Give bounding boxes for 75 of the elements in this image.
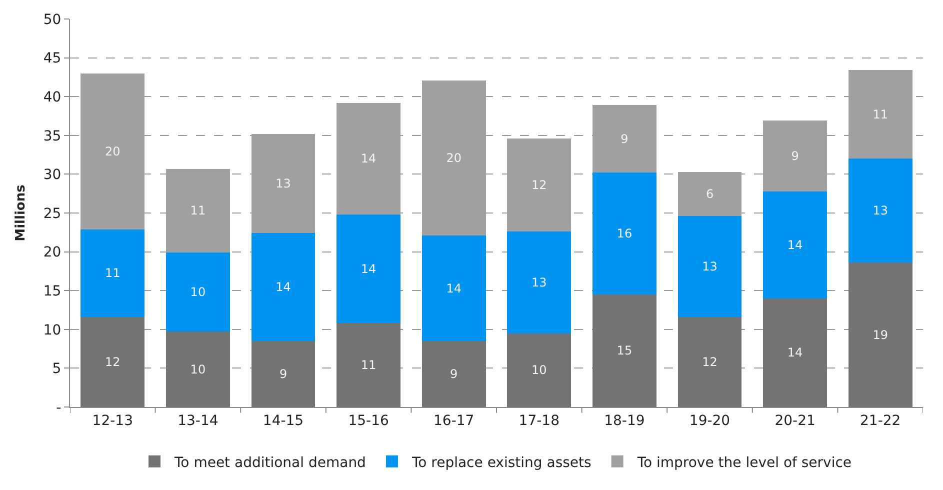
data-label: 13 (872, 204, 888, 218)
bar (251, 233, 316, 342)
data-label: 20 (446, 150, 462, 165)
data-label: 11 (190, 204, 206, 218)
bar (80, 229, 145, 317)
x-tick-label: 20-21 (774, 412, 816, 429)
data-label: 10 (190, 362, 206, 376)
x-tick-label: 12-13 (92, 412, 133, 429)
data-label: 13 (532, 275, 547, 290)
bar (507, 333, 572, 407)
bar (592, 294, 656, 407)
y-tick-label: 20 (43, 244, 62, 261)
legend-label: To meet additional demand (174, 454, 366, 471)
data-label: 9 (791, 148, 799, 163)
bar (336, 323, 401, 407)
y-tick-label: 35 (43, 128, 62, 144)
data-label: 6 (706, 186, 714, 201)
data-label: 11 (105, 266, 120, 280)
y-tick-label: 40 (43, 90, 62, 106)
data-label: 13 (276, 176, 291, 191)
data-label: 14 (360, 152, 376, 166)
y-tick-label: 5 (52, 361, 62, 378)
bar (592, 172, 656, 294)
legend-label: To replace existing assets (410, 454, 592, 471)
data-label: 11 (872, 107, 888, 122)
y-tick-label: 50 (43, 12, 62, 28)
data-label: 9 (279, 367, 288, 382)
y-tick-label: 25 (43, 206, 62, 222)
bar (422, 236, 486, 342)
bar (422, 341, 486, 407)
bar (763, 191, 828, 298)
bar (80, 316, 145, 407)
bar (763, 298, 828, 407)
data-label: 14 (446, 281, 462, 296)
data-label: 11 (360, 358, 376, 372)
bar (678, 216, 742, 317)
data-label: 10 (532, 363, 547, 378)
data-label: 14 (360, 262, 376, 276)
y-tick-label: 15 (43, 284, 62, 300)
x-tick-label: 21-22 (860, 412, 901, 429)
data-label: 10 (190, 285, 206, 300)
y-axis-title: Millions (13, 184, 28, 242)
data-label: 15 (616, 344, 632, 358)
x-tick-label: 19-20 (689, 412, 730, 429)
bar (848, 262, 912, 407)
x-tick-label: 16-17 (434, 412, 474, 429)
data-label: 16 (616, 226, 632, 241)
y-tick-label: 10 (43, 322, 62, 338)
y-tick-label: 45 (43, 50, 62, 67)
bar (336, 214, 401, 324)
legend-label: To improve the level of service (636, 454, 852, 471)
y-tick-label: 30 (43, 167, 62, 184)
bar (251, 341, 316, 407)
data-label: 9 (450, 367, 458, 382)
x-tick-label: 15-16 (348, 412, 389, 429)
data-label: 14 (276, 280, 291, 294)
x-tick-label: 18-19 (604, 412, 645, 429)
data-label: 13 (702, 260, 718, 274)
data-label: 19 (872, 328, 888, 342)
data-label: 20 (105, 144, 120, 158)
bar (507, 232, 572, 334)
bar (678, 316, 742, 407)
x-tick-label: 13-14 (178, 412, 218, 429)
data-label: 14 (787, 238, 803, 252)
y-tick-label: - (56, 400, 62, 416)
bar (848, 158, 912, 263)
data-label: 9 (620, 132, 628, 146)
x-tick-label: 17-18 (518, 412, 560, 429)
bar (166, 332, 230, 407)
bar (166, 252, 230, 332)
data-label: 12 (532, 178, 547, 192)
x-tick-label: 14-15 (262, 412, 304, 429)
data-label: 12 (105, 354, 120, 369)
data-label: 14 (787, 346, 803, 360)
data-label: 12 (702, 354, 718, 369)
